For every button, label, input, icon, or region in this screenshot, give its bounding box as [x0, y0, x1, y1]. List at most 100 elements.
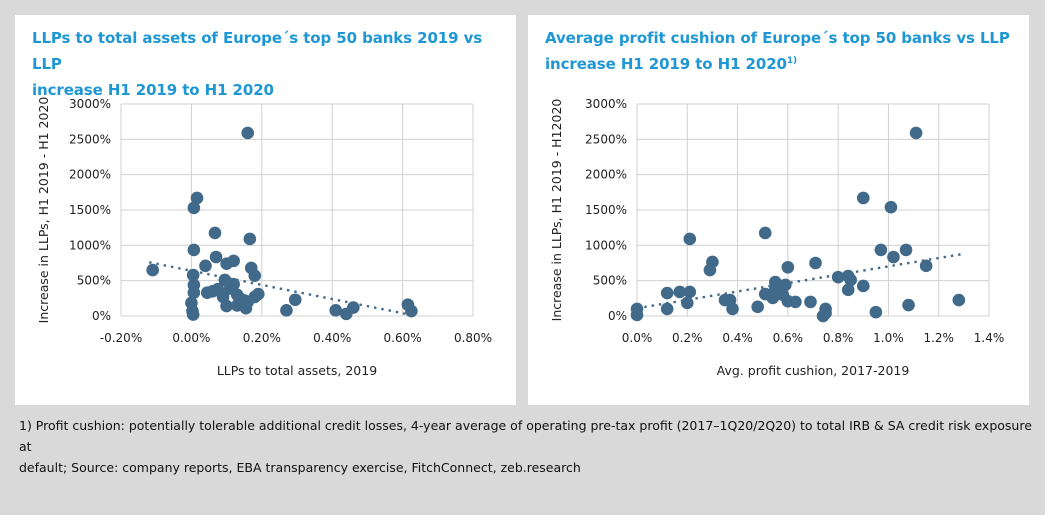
data-point	[187, 243, 201, 257]
data-point	[199, 259, 212, 273]
x-tick-label: 0.40%	[313, 331, 351, 345]
data-point	[809, 256, 822, 270]
data-point	[683, 285, 697, 299]
scatter-chart-llp-ratio: 0% 500% 1000% 1500% 2000% 2500% 3000% -0.20% 0.0…	[36, 97, 492, 378]
chart-title-line2: increase H1 2019 to H1 2020	[545, 55, 787, 73]
data-point	[673, 285, 687, 299]
y-tick-label: 2500%	[585, 132, 627, 146]
data-point	[804, 295, 817, 309]
footnote: 1) Profit cushion: potentially tolerable…	[19, 415, 1034, 478]
chart-title-line2: increase H1 2019 to H1 2020	[32, 81, 274, 99]
x-tick-label: 1.2%	[923, 331, 954, 345]
data-point	[227, 254, 240, 268]
data-point	[234, 292, 247, 306]
data-point	[288, 293, 302, 307]
data-point	[869, 305, 883, 319]
x-tick-label: 0.20%	[243, 331, 281, 345]
data-point	[280, 304, 293, 317]
y-tick-label: 1000%	[585, 238, 627, 252]
data-point	[844, 273, 858, 287]
data-point	[190, 191, 204, 205]
data-point	[187, 286, 201, 299]
chart-title: LLPs to total assets of Europe´s top 50 …	[32, 25, 502, 103]
x-tick-label: -0.20%	[100, 331, 142, 345]
data-point	[874, 243, 888, 257]
y-tick-label: 500%	[593, 274, 627, 288]
data-point	[779, 278, 792, 292]
y-tick-label: 0%	[92, 309, 111, 323]
data-point	[789, 295, 802, 309]
data-point	[816, 309, 830, 323]
data-point	[758, 226, 772, 240]
scatter-chart-profit-cushion: 0% 500% 1000% 1500% 2000% 2500% 3000% 0.0% 0.2% 0…	[549, 97, 1005, 378]
data-point	[660, 286, 674, 300]
data-point	[841, 283, 855, 297]
y-tick-label: 1500%	[69, 203, 111, 217]
data-point	[187, 201, 201, 215]
data-point	[660, 302, 674, 316]
data-point	[146, 263, 159, 277]
x-tick-label: 1.0%	[873, 331, 904, 345]
x-tick-label: 0.2%	[672, 331, 703, 345]
data-point	[952, 293, 966, 307]
x-tick-label: 0.0%	[622, 331, 653, 345]
data-point	[781, 260, 795, 274]
data-point	[909, 126, 923, 140]
x-axis-label: LLPs to total assets, 2019	[217, 363, 377, 378]
chart-panel-profit-cushion: Average profit cushion of Europe´s top 5…	[528, 15, 1029, 405]
data-point	[706, 255, 719, 269]
data-point	[347, 301, 360, 314]
y-tick-label: 1000%	[69, 238, 111, 252]
x-tick-label: 0.8%	[823, 331, 854, 345]
data-point	[220, 299, 233, 313]
data-point	[243, 232, 257, 246]
footnote-line1: 1) Profit cushion: potentially tolerable…	[19, 418, 1032, 454]
data-point	[239, 301, 253, 315]
x-tick-label: 0.6%	[773, 331, 804, 345]
data-point	[884, 200, 898, 214]
data-point	[680, 296, 694, 310]
chart-panel-llp-ratio: LLPs to total assets of Europe´s top 50 …	[15, 15, 516, 405]
y-tick-label: 500%	[77, 274, 111, 288]
data-point	[241, 126, 255, 140]
data-point	[209, 250, 223, 264]
data-point	[899, 243, 913, 257]
data-point	[251, 287, 265, 301]
chart-title-line1: LLPs to total assets of Europe´s top 50 …	[32, 29, 483, 73]
y-axis-label: Increase in LLPs, H1 2019 - H12020	[549, 99, 564, 322]
y-tick-label: 3000%	[585, 97, 627, 111]
data-point	[405, 304, 418, 318]
data-point	[630, 308, 644, 322]
trendline	[636, 252, 965, 310]
data-point	[768, 275, 782, 289]
x-tick-label: 0.80%	[454, 331, 492, 345]
chart-title-line2-wrap: increase H1 2019 to H1 20201)	[545, 51, 1015, 77]
data-point	[208, 226, 222, 240]
x-axis-label: Avg. profit cushion, 2017-2019	[717, 363, 910, 378]
data-point	[887, 250, 900, 264]
x-tick-label: 0.4%	[722, 331, 753, 345]
x-tick-label: 0.60%	[384, 331, 422, 345]
data-point	[186, 268, 200, 282]
data-point	[683, 232, 697, 246]
x-tick-label: 1.4%	[974, 331, 1005, 345]
y-tick-label: 2000%	[69, 168, 111, 182]
data-point	[856, 279, 870, 293]
data-point	[902, 298, 915, 312]
footnote-marker: 1)	[786, 56, 798, 66]
y-tick-label: 2500%	[69, 132, 111, 146]
data-point	[856, 191, 870, 205]
y-tick-label: 1500%	[585, 203, 627, 217]
footnote-line2: default; Source: company reports, EBA tr…	[19, 460, 581, 475]
data-point	[919, 259, 933, 273]
chart-title-line1: Average profit cushion of Europe´s top 5…	[545, 29, 1010, 47]
chart-title: Average profit cushion of Europe´s top 5…	[545, 25, 1015, 77]
data-point	[329, 304, 343, 317]
x-tick-label: 0.00%	[172, 331, 210, 345]
y-axis-label: Increase in LLPs, H1 2019 - H1 2020	[36, 97, 51, 324]
y-tick-label: 0%	[608, 309, 627, 323]
y-tick-label: 3000%	[69, 97, 111, 111]
data-point	[211, 282, 225, 296]
data-point	[751, 300, 764, 314]
data-point	[831, 270, 845, 284]
